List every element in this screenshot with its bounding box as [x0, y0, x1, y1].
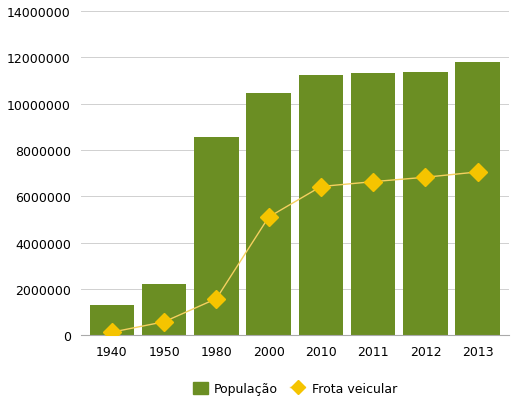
- Bar: [194, 138, 238, 335]
- Bar: [142, 285, 186, 335]
- Bar: [299, 75, 343, 335]
- Bar: [351, 74, 395, 335]
- Bar: [456, 63, 500, 335]
- Bar: [403, 72, 448, 335]
- Legend: População, Frota veicular: População, Frota veicular: [188, 378, 402, 400]
- Bar: [247, 94, 291, 335]
- Bar: [90, 306, 134, 335]
